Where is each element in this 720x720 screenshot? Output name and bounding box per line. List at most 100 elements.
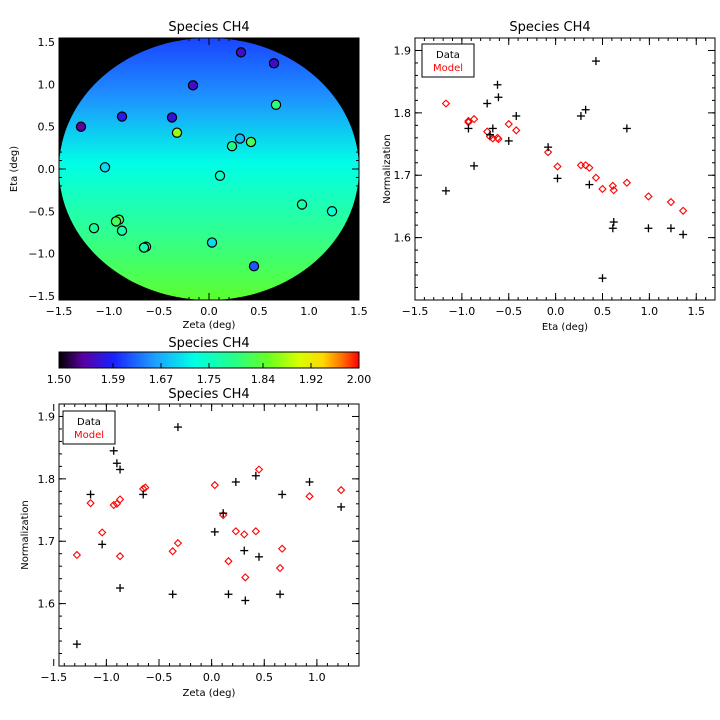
zeta-plot-model-point [219, 510, 228, 520]
zeta-plot-model-point [141, 483, 150, 492]
zeta-plot-model-point [241, 573, 250, 582]
eta-plot-model-point [512, 126, 521, 135]
eta-plot-model-point [666, 197, 676, 207]
map-point [206, 237, 218, 248]
zeta-plot-data-point [255, 552, 263, 561]
map-ytick-label: −1.5 [28, 290, 55, 303]
map-ytick-label: −0.5 [28, 205, 55, 218]
eta-plot-xtick-label: 0.5 [594, 305, 612, 318]
eta-plot-ylabel: Normalization [382, 134, 393, 204]
map-point [110, 216, 122, 227]
eta-plot-xtick-label: −0.5 [495, 305, 522, 318]
eta-plot-data-point [441, 186, 450, 195]
map-point [214, 170, 226, 181]
eta-plot-data-point [544, 143, 553, 152]
zeta-legend-box [62, 410, 116, 445]
eta-plot-model-point [581, 161, 590, 170]
map-point [116, 111, 128, 122]
eta-plot-model-point [622, 178, 632, 187]
zeta-plot-ytick-label: 1.9 [38, 410, 56, 423]
eta-plot-data-point [494, 93, 503, 102]
map-title: Species CH4 [168, 20, 249, 35]
zeta-plot-data-point [224, 590, 233, 599]
zeta-plot-ytick-label: 1.7 [38, 535, 56, 548]
zeta-plot-model-point [336, 485, 346, 495]
zeta-plot-model-point [210, 480, 219, 490]
eta-plot-model-point [678, 206, 688, 215]
zeta-plot-data-point [278, 490, 287, 499]
zeta-legend-model: Model [74, 430, 104, 441]
eta-plot-data-point [679, 230, 688, 239]
colorbar-tick-label: 1.84 [251, 373, 276, 386]
map-xtick-label: 1.5 [350, 305, 368, 318]
normalization-vs-eta-panel: Species CH4 −1.5 −1.0 −0.5 0.0 0.5 1.0 1.5 1.6… [382, 20, 716, 333]
eta-plot-xtick-label: 1.0 [641, 305, 659, 318]
map-point [138, 242, 150, 253]
zeta-plot-ytick-label: 1.8 [38, 473, 56, 486]
eta-plot-model-point [504, 119, 513, 129]
eta-plot-data-point [512, 111, 521, 120]
eta-plot-data-point [488, 124, 497, 133]
eta-plot-data-point [644, 224, 653, 233]
map-point [75, 121, 87, 132]
eta-plot-model-point [644, 192, 653, 201]
eta-plot-xtick-label: −1.0 [449, 305, 476, 318]
zeta-plot-data-point [168, 590, 177, 599]
zeta-plot-model-point [224, 557, 233, 566]
map-point [99, 162, 111, 173]
zeta-plot-xtick-label: −1.5 [40, 671, 67, 684]
zeta-plot-model-series [72, 465, 346, 582]
zeta-plot-data-point [231, 477, 240, 486]
zeta-plot-xtick-label: 1.0 [308, 671, 326, 684]
map-point [116, 225, 128, 236]
zeta-plot-data-point [305, 477, 314, 486]
eta-plot-ytick-label: 1.7 [394, 169, 412, 182]
eta-plot-data-point [591, 57, 600, 66]
eta-plot-data-series [441, 57, 688, 283]
zeta-plot-model-point [277, 544, 287, 553]
zeta-plot-xtick-label: 0.5 [256, 671, 274, 684]
zeta-plot-title: Species CH4 [168, 387, 249, 402]
zeta-plot-model-point [168, 547, 177, 556]
eta-plot-data-point [576, 111, 585, 120]
eta-plot-model-series [441, 99, 688, 215]
eta-plot-data-point [470, 161, 479, 170]
map-point [171, 127, 183, 138]
map-point [235, 47, 247, 58]
map-ytick-label: −1.0 [28, 248, 55, 261]
zeta-plot-xlabel: Zeta (deg) [183, 688, 236, 699]
eta-plot-model-point [494, 134, 503, 144]
eta-plot-model-point [609, 186, 618, 195]
eta-plot-data-point [581, 105, 590, 114]
map-point [326, 206, 338, 217]
eta-legend-data: Data [436, 50, 460, 61]
map-ytick-label: 0.5 [38, 121, 56, 134]
zeta-plot-data-point [337, 502, 346, 511]
map-point [245, 136, 257, 148]
zeta-plot-model-point [72, 550, 82, 560]
eta-plot-data-point [504, 136, 513, 145]
map-point [248, 260, 260, 272]
zeta-plot-model-point [86, 499, 95, 508]
zeta-plot-data-point [72, 640, 81, 649]
eta-plot-model-point [469, 114, 479, 124]
eta-plot-data-point [486, 130, 494, 139]
zeta-plot-model-point [109, 500, 118, 510]
eta-plot-data-point [585, 180, 594, 189]
eta-plot-data-point [483, 99, 492, 108]
field-of-view-disc [59, 38, 359, 300]
eta-plot-xlabel: Eta (deg) [542, 322, 588, 333]
eta-plot-model-point [553, 162, 562, 171]
eta-plot-xtick-label: 0.0 [547, 305, 565, 318]
zeta-plot-model-point [254, 465, 264, 474]
map-point [268, 58, 280, 69]
zeta-plot-data-point [116, 584, 125, 593]
eta-plot-data-point [464, 124, 473, 133]
eta-plot-xtick-label: −1.5 [402, 305, 429, 318]
eta-plot-data-point [666, 224, 675, 233]
eta-plot-data-point [598, 274, 607, 283]
zeta-plot-model-point [115, 552, 125, 561]
map-ytick-label: 1.5 [38, 36, 56, 49]
eta-plot-ytick-label: 1.9 [394, 44, 412, 57]
